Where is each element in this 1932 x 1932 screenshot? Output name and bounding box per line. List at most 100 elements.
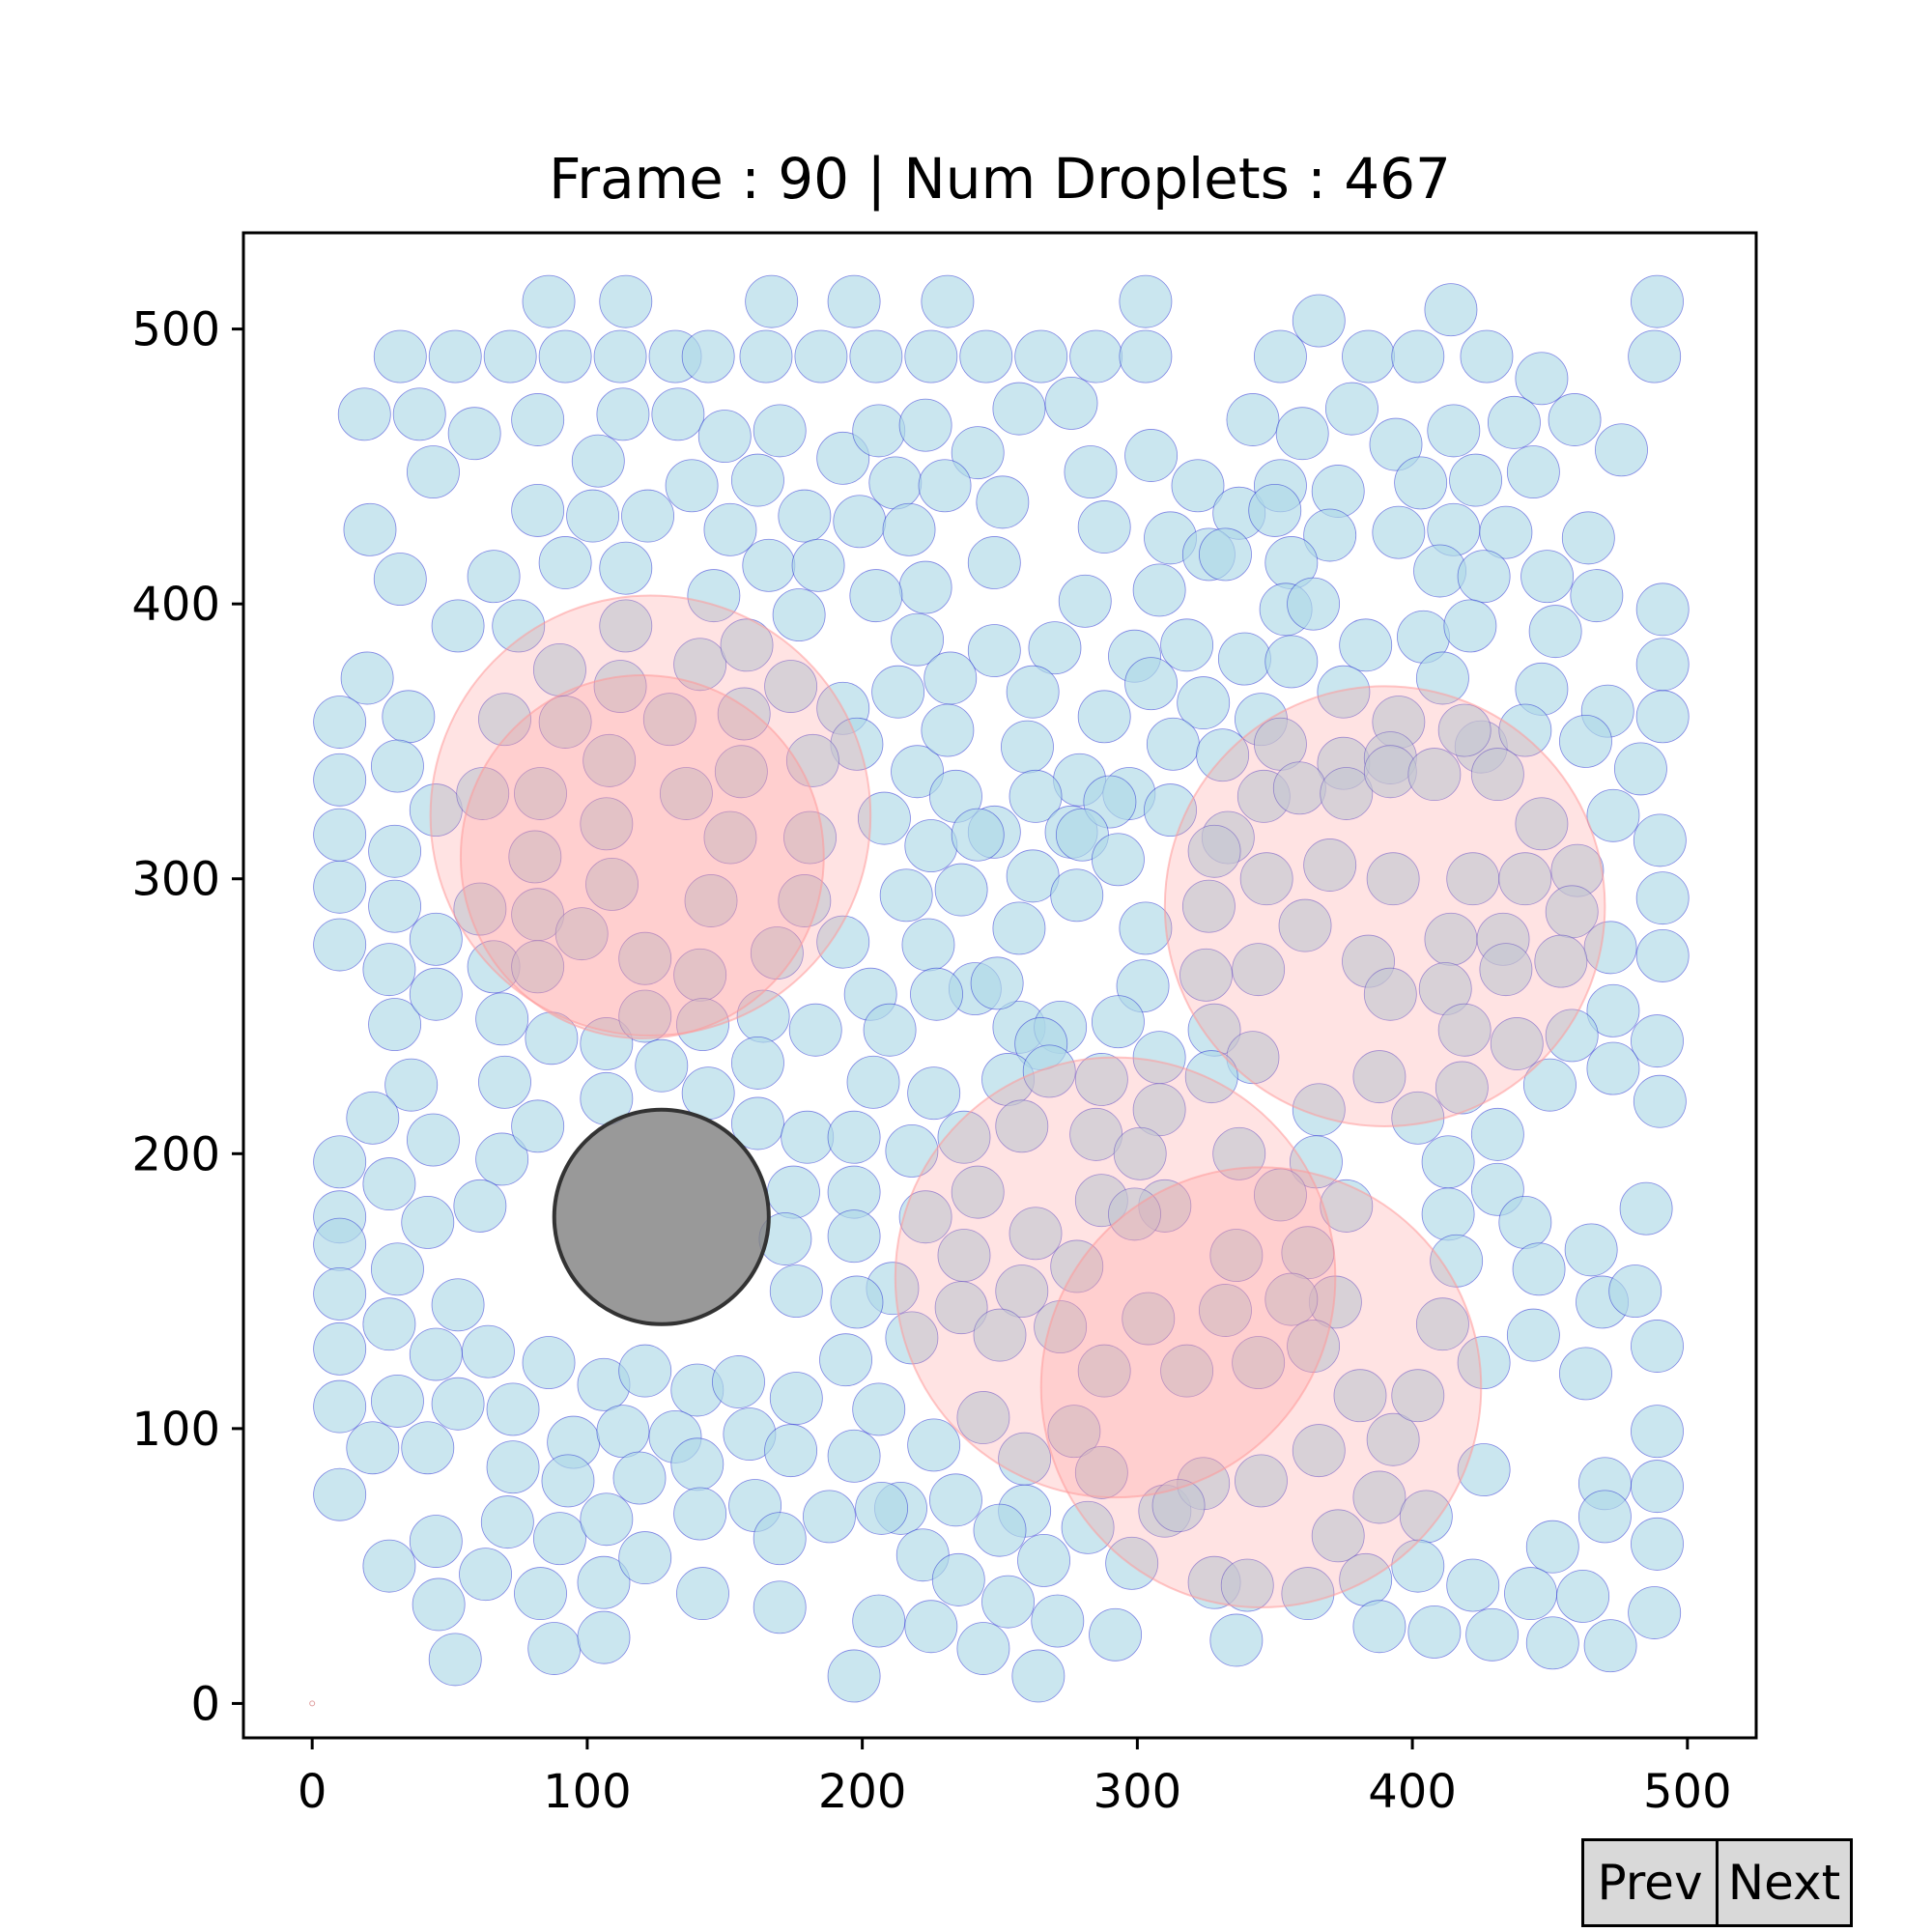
droplet [346, 1091, 400, 1145]
droplet [1352, 1600, 1406, 1654]
cluster-region [1163, 685, 1606, 1127]
next-button[interactable]: Next [1716, 1838, 1853, 1927]
droplet [891, 745, 945, 799]
droplet [486, 1382, 540, 1436]
droplet [981, 1575, 1035, 1629]
droplet [1512, 1242, 1566, 1296]
droplet [1303, 508, 1357, 562]
droplet [1074, 1445, 1128, 1499]
droplet [431, 599, 485, 653]
droplet [907, 1418, 961, 1472]
droplet [313, 1266, 367, 1321]
droplet [453, 882, 507, 936]
droplet [852, 404, 906, 458]
droplet [781, 1110, 835, 1164]
droplet [1586, 788, 1640, 842]
droplet [995, 1264, 1049, 1319]
droplet [778, 489, 832, 543]
droplet [475, 992, 529, 1046]
droplet [1504, 1567, 1557, 1621]
droplet [370, 739, 424, 793]
droplet [697, 410, 752, 464]
droplet [407, 1113, 460, 1167]
droplet [753, 1512, 807, 1566]
droplet [1595, 423, 1648, 477]
droplet [313, 753, 367, 807]
droplet [1253, 717, 1307, 771]
droplet [1490, 1017, 1544, 1070]
y-tick-label: 500 [131, 303, 220, 357]
droplet [1287, 577, 1341, 631]
droplet [827, 1209, 881, 1264]
droplet [1248, 483, 1302, 537]
droplet [767, 1165, 820, 1219]
droplet [599, 274, 653, 328]
droplet [1559, 714, 1612, 768]
droplet [730, 1096, 784, 1151]
droplet [1635, 871, 1690, 925]
droplet [453, 1179, 507, 1233]
droplet [921, 274, 975, 328]
droplet [670, 1437, 724, 1492]
droplet [511, 483, 565, 537]
droplet [1635, 928, 1690, 982]
droplet [409, 912, 463, 966]
droplet [1515, 797, 1569, 851]
droplet [478, 1055, 531, 1109]
droplet [642, 693, 696, 747]
droplet [1069, 1107, 1123, 1161]
droplet [337, 387, 391, 441]
droplet [1479, 943, 1533, 997]
droplet [665, 459, 719, 513]
droplet [522, 1336, 576, 1390]
droplet [1009, 1207, 1063, 1261]
droplet [467, 550, 521, 604]
droplet [1184, 1050, 1238, 1104]
droplet [970, 956, 1024, 1010]
droplet [1394, 456, 1448, 510]
prev-button[interactable]: Prev [1581, 1838, 1719, 1927]
droplet [368, 824, 422, 878]
droplet [1253, 329, 1307, 384]
y-axis: 0 100 200 300 400 500 [131, 303, 243, 1731]
droplet [904, 329, 958, 384]
droplet [1181, 879, 1236, 933]
droplet [1534, 934, 1588, 988]
droplet [1583, 1619, 1637, 1673]
droplet [409, 1327, 463, 1381]
droplet [1506, 445, 1560, 499]
droplet [1628, 329, 1682, 384]
droplet [566, 489, 620, 543]
droplet [973, 1503, 1027, 1557]
droplet [871, 665, 925, 719]
droplet [1264, 635, 1319, 689]
droplet [635, 1038, 689, 1093]
droplet [730, 453, 784, 507]
x-tick-label: 200 [818, 1765, 907, 1819]
droplet [745, 274, 799, 328]
droplet [827, 1110, 881, 1164]
droplet [846, 1055, 900, 1109]
droplet [431, 1278, 485, 1332]
x-tick-label: 300 [1094, 1765, 1182, 1819]
droplet [772, 588, 826, 641]
droplet [401, 1421, 455, 1475]
droplet [1226, 393, 1280, 446]
droplet [1017, 1534, 1071, 1587]
droplet [428, 1633, 482, 1687]
droplet [1570, 569, 1624, 623]
droplet [1391, 329, 1445, 384]
origin-marker [309, 1700, 316, 1707]
droplet [1196, 728, 1250, 782]
droplet [1465, 1607, 1520, 1662]
droplet [764, 1424, 818, 1478]
droplet [554, 907, 609, 961]
droplet [1577, 1490, 1632, 1544]
droplet [1545, 1009, 1599, 1063]
x-axis: 0 100 200 300 400 500 [298, 1738, 1732, 1819]
droplet [1001, 720, 1054, 774]
droplet [1317, 665, 1371, 719]
droplet [904, 819, 958, 873]
droplet [1506, 1308, 1560, 1362]
droplet [1292, 1083, 1346, 1137]
